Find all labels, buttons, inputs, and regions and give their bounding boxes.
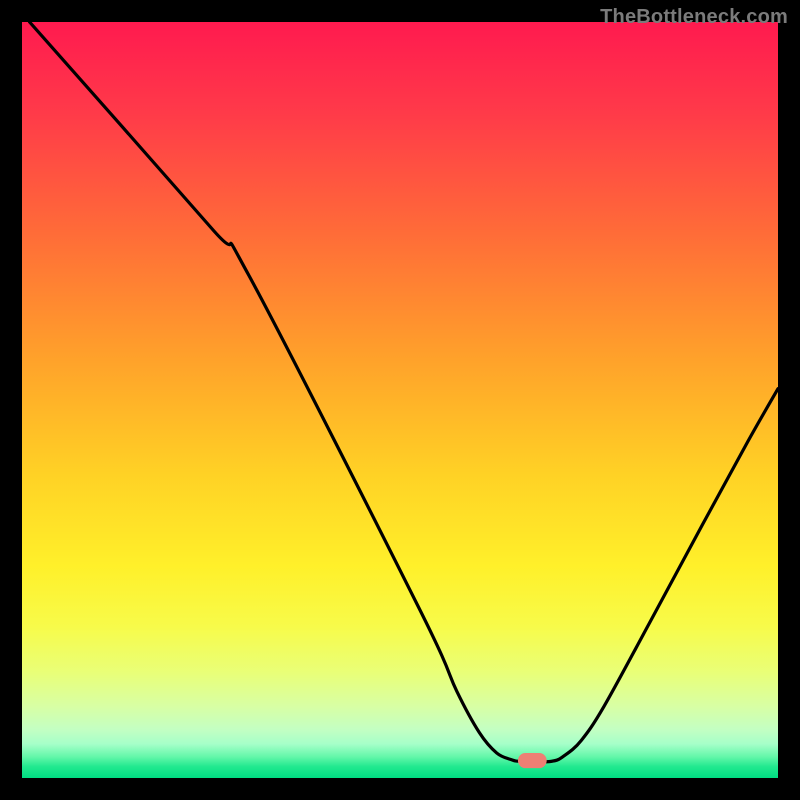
chart-svg <box>0 0 800 800</box>
chart-background <box>22 22 778 778</box>
optimal-point-marker <box>518 753 547 768</box>
chart-frame: TheBottleneck.com <box>0 0 800 800</box>
